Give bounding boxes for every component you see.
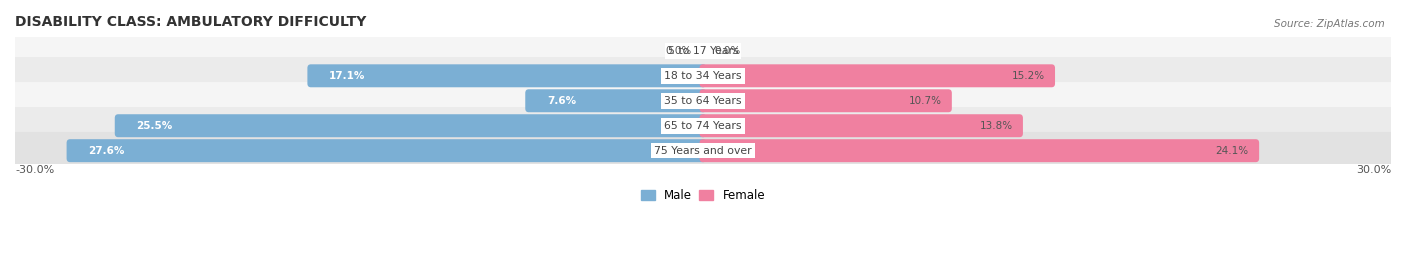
FancyBboxPatch shape <box>8 82 1398 120</box>
Text: -30.0%: -30.0% <box>15 165 55 175</box>
FancyBboxPatch shape <box>8 107 1398 144</box>
Text: 13.8%: 13.8% <box>980 121 1012 131</box>
FancyBboxPatch shape <box>700 64 1054 87</box>
Text: 0.0%: 0.0% <box>714 46 741 56</box>
Text: 7.6%: 7.6% <box>547 96 576 106</box>
Text: 18 to 34 Years: 18 to 34 Years <box>664 71 742 81</box>
Text: 10.7%: 10.7% <box>908 96 942 106</box>
FancyBboxPatch shape <box>8 32 1398 70</box>
Text: 75 Years and over: 75 Years and over <box>654 146 752 156</box>
FancyBboxPatch shape <box>8 132 1398 169</box>
FancyBboxPatch shape <box>700 114 1024 137</box>
Text: 25.5%: 25.5% <box>136 121 173 131</box>
Text: Source: ZipAtlas.com: Source: ZipAtlas.com <box>1274 19 1385 29</box>
Text: 15.2%: 15.2% <box>1011 71 1045 81</box>
FancyBboxPatch shape <box>308 64 706 87</box>
FancyBboxPatch shape <box>700 139 1260 162</box>
FancyBboxPatch shape <box>66 139 706 162</box>
FancyBboxPatch shape <box>526 89 706 112</box>
Legend: Male, Female: Male, Female <box>636 184 770 207</box>
Text: 65 to 74 Years: 65 to 74 Years <box>664 121 742 131</box>
Text: DISABILITY CLASS: AMBULATORY DIFFICULTY: DISABILITY CLASS: AMBULATORY DIFFICULTY <box>15 15 367 29</box>
Text: 5 to 17 Years: 5 to 17 Years <box>668 46 738 56</box>
Text: 30.0%: 30.0% <box>1355 165 1391 175</box>
Text: 27.6%: 27.6% <box>89 146 125 156</box>
Text: 17.1%: 17.1% <box>329 71 366 81</box>
Text: 0.0%: 0.0% <box>665 46 692 56</box>
FancyBboxPatch shape <box>700 89 952 112</box>
Text: 35 to 64 Years: 35 to 64 Years <box>664 96 742 106</box>
FancyBboxPatch shape <box>8 57 1398 95</box>
FancyBboxPatch shape <box>115 114 706 137</box>
Text: 24.1%: 24.1% <box>1216 146 1249 156</box>
